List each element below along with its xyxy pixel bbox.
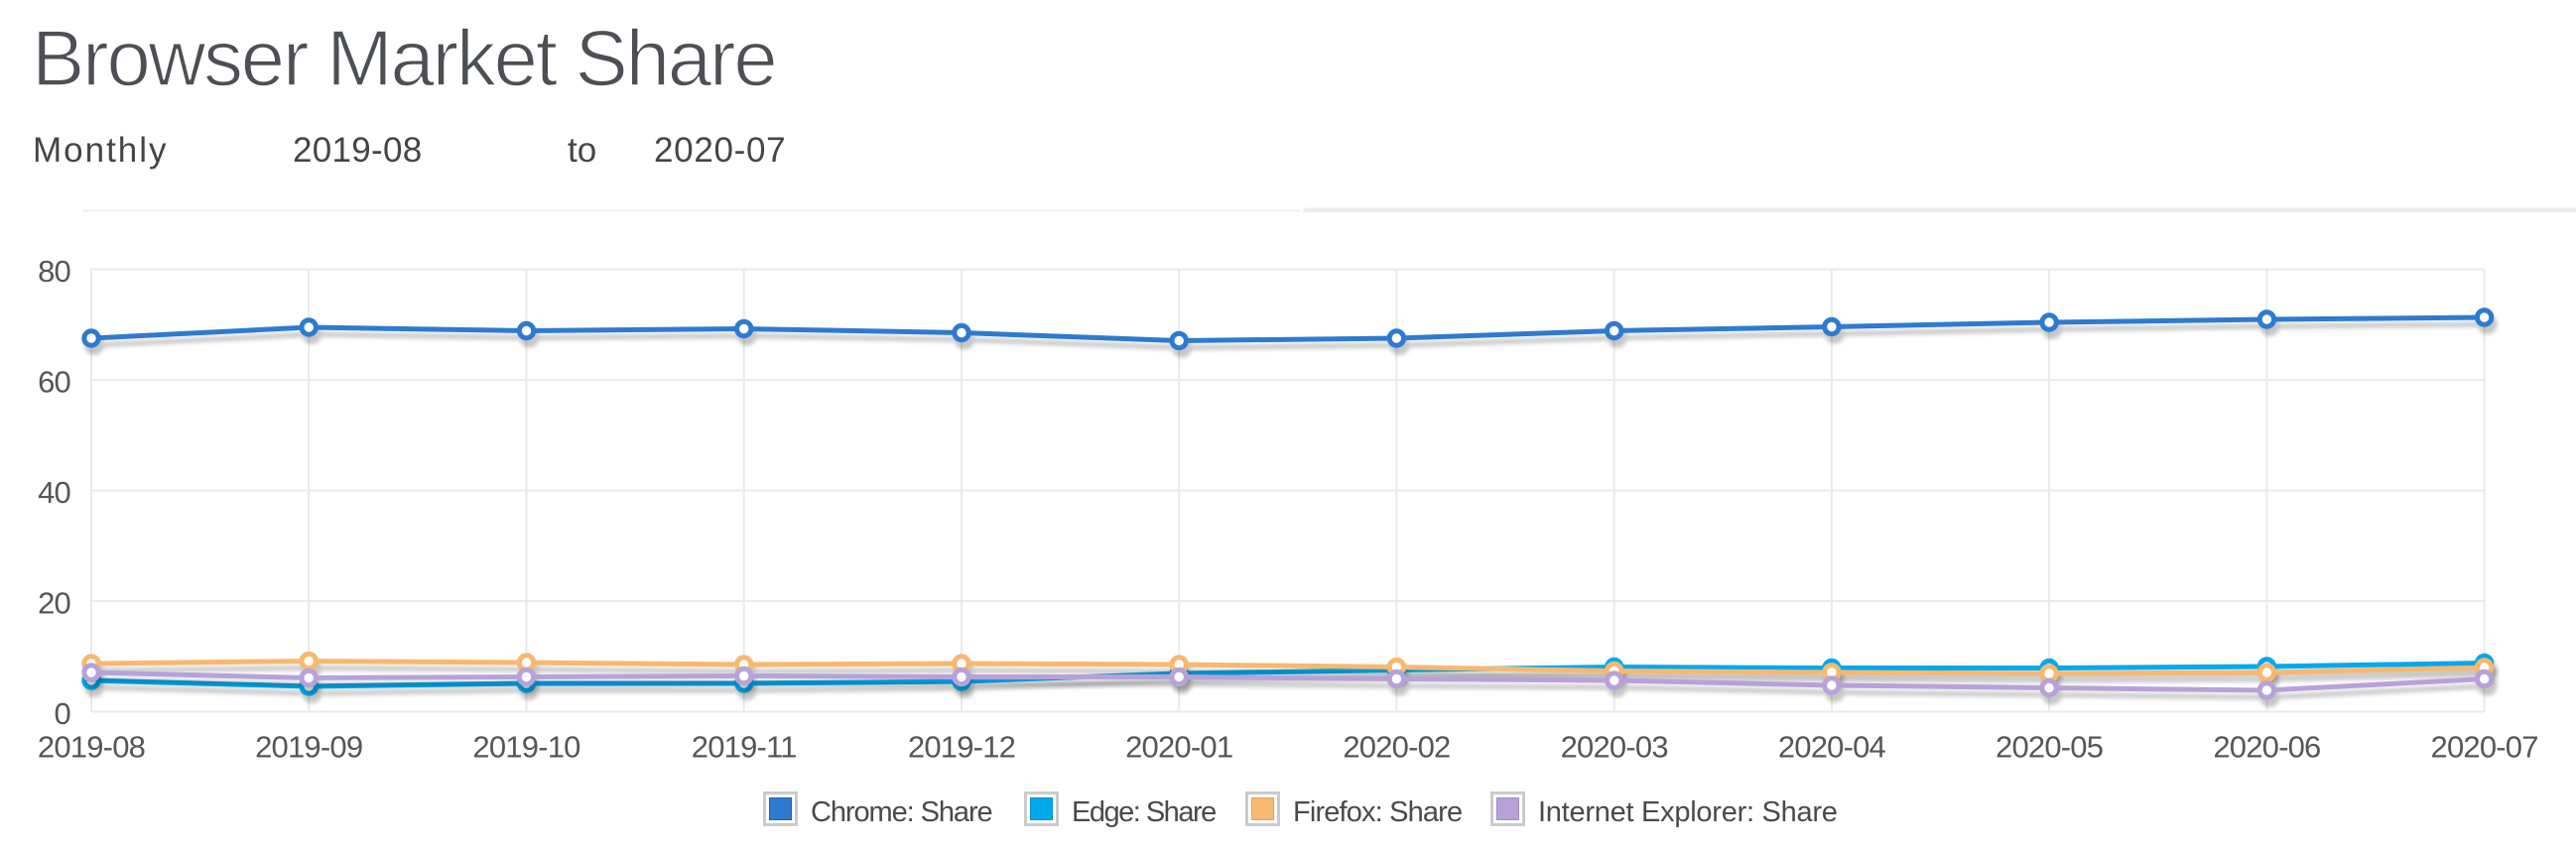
svg-text:2019-11: 2019-11	[692, 730, 797, 765]
svg-text:2020-05: 2020-05	[1996, 730, 2103, 765]
svg-text:20: 20	[38, 586, 70, 621]
svg-text:2019-12: 2019-12	[908, 730, 1015, 765]
svg-text:2020-04: 2020-04	[1778, 730, 1886, 765]
svg-text:60: 60	[38, 365, 70, 400]
svg-text:0: 0	[55, 696, 71, 731]
svg-text:2019-09: 2019-09	[255, 730, 362, 765]
svg-text:2019-08: 2019-08	[38, 730, 145, 765]
svg-text:2019-10: 2019-10	[472, 730, 580, 765]
svg-text:2020-03: 2020-03	[1561, 730, 1668, 765]
svg-text:2020-07: 2020-07	[2431, 730, 2538, 765]
svg-text:40: 40	[38, 475, 70, 510]
svg-text:2020-02: 2020-02	[1343, 730, 1450, 765]
svg-text:2020-01: 2020-01	[1125, 730, 1232, 765]
svg-text:80: 80	[38, 254, 70, 289]
svg-text:2020-06: 2020-06	[2213, 730, 2320, 765]
